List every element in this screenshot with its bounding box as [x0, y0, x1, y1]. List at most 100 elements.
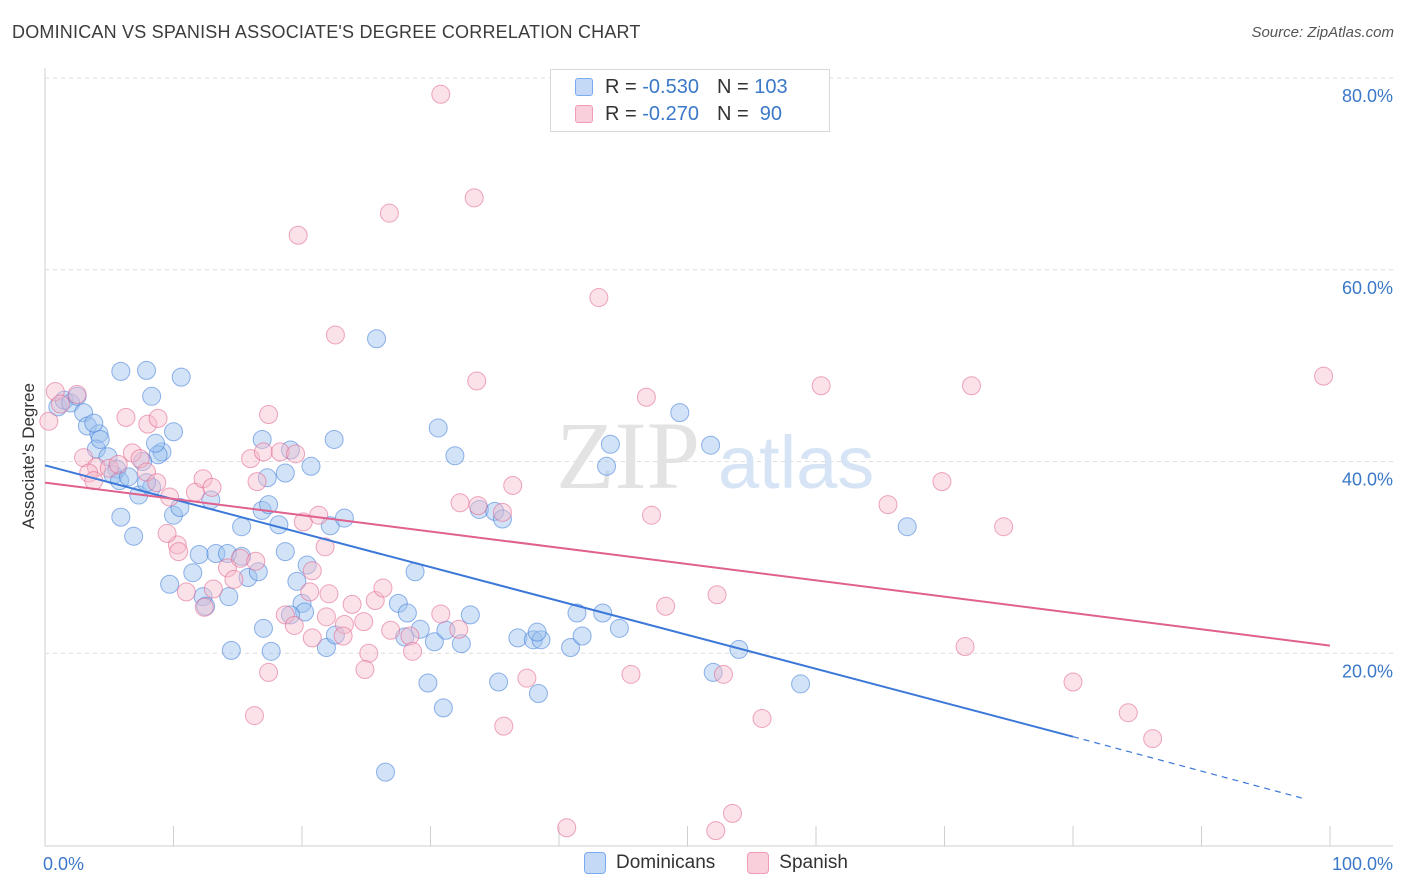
dominicans-point	[418, 673, 438, 693]
dominicans-point	[367, 329, 387, 349]
spanish-point	[713, 664, 733, 684]
spanish-point	[706, 821, 726, 841]
spanish-point	[994, 517, 1014, 537]
spanish-point	[270, 442, 290, 462]
tick-labels: 20.0% 40.0% 60.0% 80.0% 0.0% 100.0% Associate'…	[19, 86, 1393, 874]
dominicans-point	[701, 435, 721, 455]
legend-item-dominicans[interactable]: Dominicans	[584, 852, 715, 874]
dominicans-point	[324, 429, 344, 449]
spanish-point	[656, 596, 676, 616]
source-label: Source: ZipAtlas.com	[1251, 24, 1394, 41]
watermark-zip: ZIP	[556, 402, 700, 509]
dominicans-point	[376, 762, 396, 782]
dominicans-point	[428, 418, 448, 438]
dominicans-point	[287, 571, 307, 591]
spanish-point	[359, 643, 379, 663]
spanish-point	[45, 382, 65, 402]
spanish-point	[494, 716, 514, 736]
spanish-point	[244, 706, 264, 726]
y-tick-label: 80.0%	[1342, 86, 1393, 106]
spanish-point	[39, 411, 59, 431]
spanish-point	[286, 444, 306, 464]
r-value: -0.270	[642, 102, 699, 125]
dominicans-point	[410, 619, 430, 639]
spanish-point	[217, 558, 237, 578]
series-legend: Dominicans Spanish	[584, 852, 880, 874]
dominicans-point	[124, 526, 144, 546]
spanish-point	[342, 594, 362, 614]
spanish-point	[468, 496, 488, 516]
spanish-point	[259, 405, 279, 425]
dominicans-point	[189, 544, 209, 564]
spanish-point	[302, 628, 322, 648]
dominicans-point	[489, 672, 509, 692]
dominicans-point	[561, 637, 581, 657]
legend-label-dominicans: Dominicans	[616, 852, 716, 873]
dominicans-point	[334, 508, 354, 528]
spanish-point	[325, 325, 345, 345]
n-label: N =	[716, 102, 755, 125]
dominicans-point	[196, 596, 216, 616]
spanish-point	[1314, 366, 1334, 386]
spanish-point	[224, 569, 244, 589]
dominicans-swatch	[575, 78, 593, 96]
spanish-point	[315, 537, 335, 557]
data-points	[39, 84, 1334, 841]
r-label: R =	[605, 102, 643, 125]
spanish-point	[517, 668, 537, 688]
dominicans-point	[445, 446, 465, 466]
spanish-point	[355, 660, 375, 680]
spanish-point	[636, 387, 656, 407]
n-value: 103	[754, 75, 788, 98]
n-label: N =	[716, 75, 755, 98]
watermark-atlas: atlas	[718, 421, 874, 504]
spanish-point	[354, 612, 374, 632]
dominicans-point	[791, 674, 811, 694]
spanish-point	[450, 493, 470, 513]
dominicans-point	[280, 605, 300, 625]
dominicans-point	[171, 367, 191, 387]
dominicans-point	[221, 640, 241, 660]
spanish-point	[300, 582, 320, 602]
dominicans-point	[597, 456, 617, 476]
dominicans-point	[261, 641, 281, 661]
dominicans-point	[301, 456, 321, 476]
dominicans-point	[572, 626, 592, 646]
spanish-point	[108, 454, 128, 474]
dominicans-point	[397, 603, 417, 623]
dominicans-point	[259, 495, 279, 515]
spanish-point	[492, 502, 512, 522]
spanish-point	[752, 708, 772, 728]
dominicans-point	[111, 361, 131, 381]
spanish-point	[246, 551, 266, 571]
dominicans-point	[146, 433, 166, 453]
axes	[44, 68, 1393, 847]
dominicans-point	[164, 422, 183, 442]
spanish-point	[67, 384, 87, 404]
spanish-point	[247, 472, 267, 492]
dominicans-point	[528, 684, 548, 704]
dominicans-point	[609, 618, 629, 638]
spanish-point	[431, 604, 451, 624]
dominicans-point	[232, 517, 252, 537]
y-axis-title: Associate's Degree	[19, 383, 38, 529]
dominicans-point	[219, 587, 239, 607]
spanish-point	[288, 225, 308, 245]
dominicans-swatch	[584, 852, 606, 874]
dominicans-trend-line	[44, 464, 1074, 738]
x-tick-label: 0.0%	[43, 854, 84, 874]
dominicans-point	[897, 517, 917, 537]
dominicans-point	[567, 603, 587, 623]
legend-item-spanish[interactable]: Spanish	[747, 852, 848, 874]
dominicans-point	[90, 429, 110, 449]
spanish-point	[400, 626, 420, 646]
dominicans-point	[119, 467, 139, 487]
dominicans-point	[164, 505, 183, 525]
dominicans-point	[257, 468, 277, 488]
spanish-point	[467, 371, 487, 391]
spanish-point	[431, 84, 451, 104]
chart-title: DOMINICAN VS SPANISH ASSOCIATE'S DEGREE …	[12, 22, 641, 42]
spanish-point	[1063, 672, 1083, 692]
spanish-point	[381, 620, 401, 640]
spanish-point	[1143, 729, 1163, 749]
